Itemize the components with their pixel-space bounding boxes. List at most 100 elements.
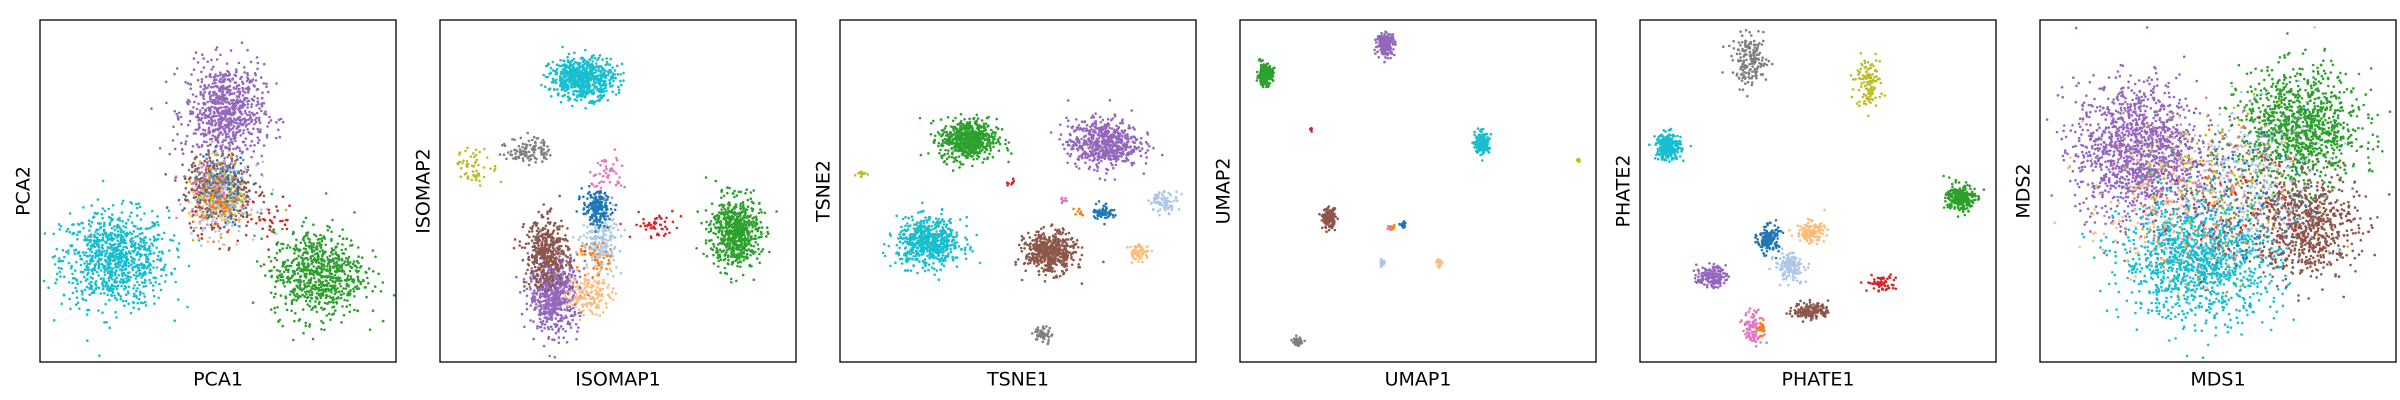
scatter-point	[571, 74, 575, 77]
scatter-point	[273, 215, 276, 219]
scatter-point	[381, 281, 385, 284]
scatter-point	[609, 75, 613, 79]
scatter-point	[589, 71, 592, 75]
scatter-point	[326, 256, 329, 259]
scatter-point	[86, 268, 89, 271]
scatter-point	[249, 144, 252, 147]
scatter-point	[108, 326, 111, 330]
scatter-point	[220, 174, 224, 178]
scatter-point	[122, 278, 125, 282]
scatter-point	[206, 144, 210, 148]
scatter-point	[545, 284, 548, 288]
scatter-point	[148, 253, 151, 256]
scatter-point	[566, 71, 570, 74]
scatter-point	[98, 354, 101, 358]
scatter-point	[202, 66, 206, 69]
scatter-point	[251, 301, 255, 305]
scatter-point	[198, 160, 202, 163]
scatter-point	[173, 72, 176, 76]
scatter-point	[318, 266, 321, 269]
scatter-point	[365, 295, 368, 299]
scatter-point	[104, 260, 108, 263]
scatter-point	[285, 308, 289, 312]
scatter-point	[137, 307, 141, 311]
scatter-point	[240, 181, 244, 185]
scatter-point	[203, 179, 206, 182]
scatter-point	[100, 212, 104, 216]
scatter-point	[315, 297, 319, 301]
scatter-point	[121, 274, 124, 278]
scatter-point	[174, 175, 178, 178]
scatter-point	[167, 209, 171, 213]
scatter-point	[284, 266, 287, 269]
scatter-point	[315, 261, 318, 264]
scatter-point	[256, 100, 260, 103]
scatter-point	[241, 106, 245, 109]
scatter-point	[227, 183, 230, 186]
scatter-point	[351, 280, 354, 283]
scatter-point	[549, 239, 553, 242]
scatter-point	[576, 81, 579, 84]
scatter-point	[299, 241, 303, 245]
scatter-point	[597, 95, 600, 98]
scatter-point	[184, 81, 187, 84]
scatter-point	[188, 119, 192, 123]
scatter-point	[233, 212, 237, 216]
scatter-point	[98, 239, 101, 243]
scatter-point	[124, 293, 128, 297]
scatter-point	[232, 121, 236, 124]
scatter-point	[254, 118, 257, 122]
scatter-point	[340, 293, 343, 297]
scatter-point	[534, 306, 538, 309]
scatter-point	[223, 159, 226, 163]
scatter-point	[113, 259, 117, 262]
scatter-point	[562, 280, 566, 284]
scatter-point	[329, 284, 332, 288]
scatter-point	[134, 235, 137, 239]
scatter-point	[303, 282, 306, 286]
scatter-point	[323, 259, 326, 262]
scatter-point	[290, 309, 293, 313]
scatter-point	[585, 67, 588, 70]
scatter-point	[205, 140, 208, 144]
scatter-point	[79, 263, 83, 267]
scatter-point	[340, 290, 344, 293]
scatter-point	[320, 243, 323, 246]
scatter-point	[117, 261, 121, 264]
scatter-point	[228, 190, 232, 193]
scatter-point	[212, 75, 215, 79]
scatter-point	[329, 275, 333, 279]
scatter-point	[544, 248, 548, 251]
scatter-point	[576, 76, 580, 79]
scatter-point	[232, 217, 235, 221]
scatter-point	[568, 273, 571, 277]
scatter-point	[265, 82, 268, 85]
scatter-point	[285, 268, 288, 272]
scatter-point	[208, 132, 211, 135]
scatter-point	[308, 240, 311, 244]
scatter-point	[202, 111, 206, 115]
scatter-point	[231, 78, 234, 81]
scatter-point	[54, 281, 57, 285]
scatter-point	[181, 209, 184, 212]
scatter-point	[223, 243, 226, 247]
scatter-point	[308, 305, 312, 308]
scatter-point	[591, 75, 595, 78]
scatter-point	[76, 282, 79, 286]
scatter-point	[590, 55, 594, 58]
scatter-point	[139, 247, 142, 251]
scatter-point	[108, 298, 111, 302]
scatter-point	[379, 290, 383, 293]
scatter-point	[200, 80, 204, 84]
scatter-point	[239, 205, 242, 208]
scatter-point	[203, 116, 207, 120]
scatter-point	[142, 266, 146, 270]
scatter-point	[102, 229, 106, 232]
scatter-point	[221, 76, 225, 79]
scatter-point	[338, 282, 342, 285]
scatter-point	[241, 94, 245, 97]
scatter-point	[538, 294, 542, 298]
scatter-point	[63, 275, 66, 279]
scatter-point	[331, 218, 334, 222]
scatter-point	[589, 68, 593, 72]
